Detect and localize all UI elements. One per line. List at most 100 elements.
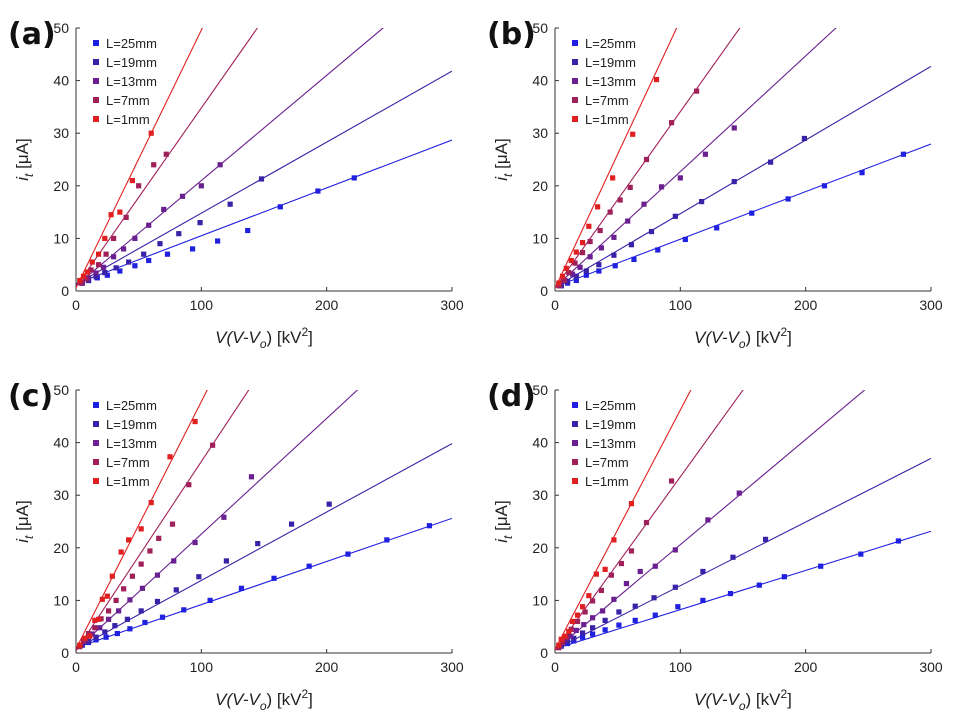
data-point-l-25mm: [612, 263, 618, 269]
data-point-l-25mm: [207, 597, 213, 603]
data-point-l-25mm: [602, 627, 608, 633]
data-point-l-7mm: [608, 572, 614, 578]
legend-label: L=19mm: [585, 417, 636, 432]
x-tick-label: 100: [669, 297, 693, 313]
data-point-l-7mm: [561, 277, 567, 284]
fit-line-l-1mm: [555, 28, 678, 289]
data-point-l-1mm: [95, 251, 102, 257]
legend-marker: [572, 97, 578, 103]
data-point-l-7mm: [668, 120, 675, 126]
data-point-l-1mm: [579, 604, 586, 610]
data-point-l-13mm: [587, 254, 593, 260]
data-point-l-7mm: [105, 608, 112, 614]
data-point-l-19mm: [672, 213, 678, 219]
data-point-l-25mm: [859, 170, 865, 176]
data-point-l-1mm: [99, 596, 105, 602]
x-tick-label: 0: [551, 659, 559, 675]
y-tick-label: 10: [532, 230, 548, 246]
data-point-l-7mm: [138, 561, 144, 567]
y-tick-label: 40: [53, 73, 69, 89]
data-point-l-19mm: [197, 220, 203, 226]
data-point-l-25mm: [895, 538, 902, 544]
data-point-l-25mm: [573, 277, 579, 284]
data-point-l-19mm: [579, 630, 586, 636]
legend-label: L=19mm: [106, 55, 157, 70]
data-point-l-25mm: [103, 634, 109, 640]
data-point-l-25mm: [579, 634, 586, 640]
data-point-l-19mm: [672, 584, 678, 590]
x-tick-label: 200: [794, 659, 818, 675]
data-point-l-13mm: [116, 608, 122, 614]
y-tick-label: 40: [532, 73, 548, 89]
data-point-l-19mm: [176, 231, 182, 237]
data-point-l-13mm: [705, 517, 711, 523]
legend-marker: [572, 116, 578, 122]
data-point-l-1mm: [602, 566, 608, 572]
legend-label: L=7mm: [106, 455, 150, 470]
legend-marker: [572, 478, 578, 484]
legend-marker: [572, 78, 578, 84]
data-point-l-13mm: [97, 625, 103, 631]
data-point-l-1mm: [108, 212, 114, 218]
data-point-l-13mm: [590, 615, 596, 621]
data-point-l-25mm: [345, 551, 351, 557]
x-tick-label: 300: [440, 659, 464, 675]
data-point-l-1mm: [118, 549, 124, 555]
x-tick-label: 300: [919, 659, 943, 675]
data-point-l-19mm: [173, 587, 179, 593]
data-point-l-1mm: [82, 635, 88, 641]
data-point-l-25mm: [781, 574, 787, 580]
data-point-l-25mm: [117, 268, 123, 274]
data-point-l-19mm: [632, 603, 638, 609]
panel-0: (a) 0 100 200 300 0 10 20 30 40 50 V(V-Vo) [kV2] it …: [8, 17, 464, 351]
data-point-l-7mm: [587, 238, 593, 245]
data-point-l-25mm: [616, 622, 622, 628]
data-point-l-19mm: [258, 176, 265, 182]
legend-label: L=1mm: [585, 112, 629, 127]
data-point-l-13mm: [573, 627, 579, 633]
data-point-l-25mm: [749, 210, 755, 216]
data-point-l-19mm: [602, 617, 608, 623]
data-point-l-7mm: [111, 235, 117, 241]
data-point-l-1mm: [653, 76, 660, 83]
data-point-l-7mm: [136, 183, 142, 189]
data-point-l-13mm: [611, 596, 617, 602]
fit-line-l-19mm: [555, 65, 931, 288]
fit-line-l-13mm: [555, 390, 866, 651]
data-point-l-1mm: [148, 130, 154, 136]
y-axis-title: it [μA]: [492, 500, 515, 542]
data-point-l-25mm: [655, 247, 661, 253]
data-point-l-13mm: [217, 162, 223, 168]
panel-2: (c) 0 100 200 300 0 10 20 30 40 50 V(V-Vo) [kV2] it …: [8, 379, 464, 713]
data-point-l-13mm: [598, 245, 604, 251]
data-point-l-13mm: [171, 558, 177, 564]
data-point-l-19mm: [571, 635, 577, 641]
data-point-l-7mm: [582, 609, 588, 615]
y-tick-label: 50: [532, 20, 548, 36]
x-tick-label: 200: [315, 659, 339, 675]
data-point-l-19mm: [767, 159, 774, 165]
data-point-l-19mm: [699, 198, 705, 205]
legend-marker: [93, 40, 99, 46]
data-point-l-19mm: [762, 536, 769, 542]
data-point-l-1mm: [562, 633, 568, 639]
data-point-l-7mm: [129, 573, 135, 579]
data-point-l-19mm: [590, 625, 596, 631]
legend-label: L=1mm: [585, 474, 629, 489]
legend-label: L=7mm: [585, 455, 629, 470]
data-point-l-7mm: [618, 560, 625, 567]
legend-label: L=13mm: [106, 74, 157, 89]
legend-marker: [572, 402, 578, 408]
data-point-l-7mm: [572, 260, 578, 266]
data-point-l-19mm: [583, 268, 589, 274]
data-point-l-7mm: [121, 586, 127, 592]
legend-label: L=19mm: [585, 55, 636, 70]
y-axis-title: it [μA]: [13, 500, 36, 542]
data-point-l-1mm: [569, 618, 576, 625]
legend-marker: [93, 59, 99, 65]
data-point-l-19mm: [573, 273, 579, 279]
data-point-l-7mm: [151, 162, 157, 168]
data-point-l-1mm: [89, 259, 95, 265]
data-point-l-1mm: [556, 642, 562, 648]
data-point-l-13mm: [600, 608, 606, 614]
